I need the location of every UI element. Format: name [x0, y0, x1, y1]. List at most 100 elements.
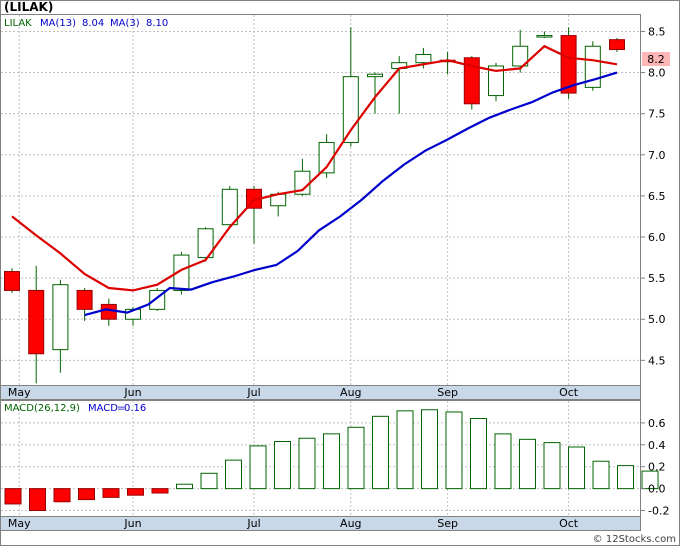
- macd-bar: [4, 488, 22, 505]
- macd-x-tick-label: Jul: [246, 517, 260, 530]
- macd-bars: [4, 409, 659, 512]
- candle-body: [560, 35, 577, 94]
- macd-legend-equals: =: [117, 403, 125, 414]
- last-price-box: [642, 52, 670, 66]
- macd-bar: [543, 442, 561, 490]
- macd-bar: [29, 488, 46, 512]
- macd-bar: [445, 411, 463, 490]
- macd-bar: [592, 460, 610, 490]
- price-y-tick-label: 7.5: [648, 108, 666, 121]
- last-price-label: 8.2: [647, 53, 665, 66]
- legend-ma13-value: 8.04: [82, 18, 104, 29]
- macd-legend-value: 0.16: [124, 403, 146, 414]
- macd-y-tick-label: 0.2: [648, 461, 666, 474]
- price-y-tick-label: 5.0: [648, 313, 666, 326]
- price-plot-area: [0, 14, 641, 386]
- candle-body: [463, 57, 480, 105]
- candle-body: [367, 73, 383, 78]
- price-y-tick-label: 6.0: [648, 231, 666, 244]
- price-y-tick-label: 8.5: [648, 25, 666, 38]
- price-x-tick-label: Oct: [559, 386, 579, 399]
- price-x-tick-label: Jun: [123, 386, 141, 399]
- macd-bar: [176, 483, 193, 490]
- legend-ma13-label: MA(13): [40, 18, 76, 29]
- macd-bar: [641, 470, 659, 490]
- macd-bar: [617, 465, 634, 490]
- macd-y-axis: -0.2 0.0 0.2 0.4 0.6: [640, 417, 669, 518]
- macd-legend-macd-label: MACD: [88, 403, 118, 414]
- macd-bar: [127, 488, 144, 496]
- macd-bar: [494, 433, 512, 490]
- price-x-axis-bar: [0, 385, 641, 400]
- macd-bar: [225, 459, 242, 490]
- candle-body: [512, 45, 529, 67]
- ma13-line: [84, 71, 618, 317]
- last-price-marker: 8.2: [642, 52, 670, 66]
- macd-bar: [421, 409, 438, 490]
- macd-bar: [200, 472, 218, 490]
- legend-symbol: LILAK: [4, 18, 32, 29]
- macd-bar: [396, 410, 414, 490]
- legend-ma3-label: MA(3): [110, 18, 140, 29]
- macd-bar: [274, 441, 291, 490]
- candle-body: [609, 39, 625, 51]
- macd-y-tick-label: -0.2: [648, 505, 669, 518]
- macd-x-tick-label: Oct: [559, 517, 579, 530]
- candle-body: [221, 188, 238, 226]
- candle-body: [100, 303, 117, 320]
- price-x-tick-label: Jul: [246, 386, 260, 399]
- macd-bar: [519, 438, 536, 490]
- ticker-label: (LILAK): [4, 0, 53, 14]
- macd-x-tick-label: May: [8, 517, 31, 530]
- macd-bar: [151, 488, 169, 494]
- price-panel: 4.55.05.56.06.57.07.58.08.5 8.2 (LILAK) …: [0, 0, 670, 386]
- macd-y-tick-label: 0.6: [648, 417, 666, 430]
- macd-bar: [298, 437, 316, 490]
- candle-body: [318, 141, 335, 174]
- macd-x-tick-label: Sep: [437, 517, 458, 530]
- macd-y-tick-label: 0.0: [648, 483, 666, 496]
- price-y-tick-label: 4.5: [648, 354, 666, 367]
- price-y-tick-label: 7.0: [648, 149, 666, 162]
- candle-body: [488, 65, 504, 97]
- price-y-tick-label: 6.5: [648, 190, 666, 203]
- ma3-line: [11, 44, 618, 292]
- macd-bar: [249, 445, 267, 490]
- macd-x-axis: May Jun Jul Aug Sep Oct: [0, 516, 641, 531]
- macd-y-tick-label: 0.4: [648, 439, 666, 452]
- watermark: © 12Stocks.com: [593, 534, 676, 545]
- macd-bar: [347, 426, 365, 490]
- candle-body: [76, 289, 93, 310]
- price-y-axis: 4.5 5.0 5.5 6.0 6.5 7.0 7.5 8.0 8.5: [640, 25, 666, 367]
- price-x-tick-label: May: [8, 386, 31, 399]
- price-y-tick-label: 5.5: [648, 272, 666, 285]
- macd-legend-label: MACD(26,12,9): [4, 403, 80, 414]
- price-x-tick-label: Aug: [340, 386, 361, 399]
- macd-x-tick-label: Jun: [123, 517, 141, 530]
- macd-x-tick-label: Aug: [340, 517, 361, 530]
- candle-body: [536, 35, 553, 38]
- macd-bar: [568, 446, 585, 490]
- candle-body: [173, 254, 190, 291]
- candle-body: [415, 53, 432, 64]
- candle-body: [584, 45, 601, 88]
- candle-body: [342, 76, 359, 143]
- macd-panel: -0.2 0.0 0.2 0.4 0.6 MACD(26,12,9) MACD = 0.…: [0, 400, 669, 518]
- price-x-axis: May Jun Jul Aug Sep Oct: [0, 385, 641, 400]
- macd-bar: [323, 433, 340, 490]
- candle-body: [52, 284, 69, 351]
- candle-body: [28, 289, 45, 355]
- legend-ma3-value: 8.10: [146, 18, 168, 29]
- macd-bar: [372, 415, 389, 490]
- macd-bar: [470, 418, 487, 490]
- price-y-tick-label: 8.0: [648, 67, 666, 80]
- candle-body: [4, 271, 20, 291]
- macd-bar: [102, 488, 120, 498]
- macd-x-axis-bar: [0, 516, 641, 531]
- price-x-tick-label: Sep: [437, 386, 458, 399]
- macd-bar: [78, 488, 95, 501]
- candle-body: [197, 228, 214, 259]
- macd-bar: [53, 488, 71, 503]
